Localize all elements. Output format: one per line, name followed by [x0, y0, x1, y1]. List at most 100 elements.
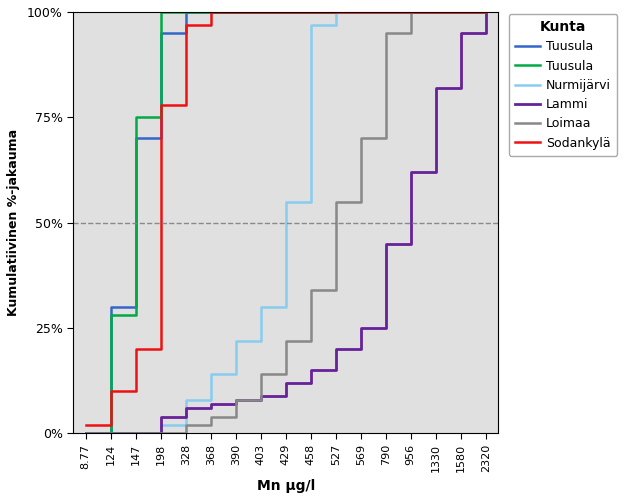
Loimaa: [332, 198, 339, 204]
Tuusula: [432, 9, 439, 15]
Loimaa: [407, 9, 414, 15]
Tuusula: [457, 9, 464, 15]
Sodankylä: [357, 9, 364, 15]
Lammi: [307, 367, 314, 373]
Tuusula: [157, 9, 164, 15]
Tuusula: [132, 114, 139, 120]
Tuusula: [107, 312, 114, 318]
Nurmijärvi: [482, 9, 489, 15]
Lammi: [382, 241, 389, 247]
Lammi: [132, 430, 139, 436]
Nurmijärvi: [432, 9, 439, 15]
Nurmijärvi: [82, 430, 89, 436]
Loimaa: [132, 430, 139, 436]
Line: Tuusula: Tuusula: [86, 12, 486, 434]
Tuusula: [282, 9, 289, 15]
Tuusula: [382, 9, 389, 15]
Lammi: [107, 430, 114, 436]
Tuusula: [207, 9, 214, 15]
Line: Nurmijärvi: Nurmijärvi: [86, 12, 486, 434]
Sodankylä: [232, 9, 239, 15]
Loimaa: [307, 287, 314, 293]
Tuusula: [207, 9, 214, 15]
Nurmijärvi: [407, 9, 414, 15]
Loimaa: [457, 9, 464, 15]
Tuusula: [82, 430, 89, 436]
Loimaa: [382, 30, 389, 36]
Lammi: [182, 405, 189, 411]
Lammi: [432, 85, 439, 91]
Tuusula: [82, 430, 89, 436]
Tuusula: [482, 9, 489, 15]
Nurmijärvi: [257, 304, 264, 310]
Nurmijärvi: [132, 430, 139, 436]
Tuusula: [457, 9, 464, 15]
Tuusula: [257, 9, 264, 15]
Sodankylä: [382, 9, 389, 15]
Tuusula: [357, 9, 364, 15]
Tuusula: [332, 9, 339, 15]
Tuusula: [482, 9, 489, 15]
Sodankylä: [257, 9, 264, 15]
Lammi: [457, 30, 464, 36]
Sodankylä: [407, 9, 414, 15]
Sodankylä: [307, 9, 314, 15]
Tuusula: [157, 30, 164, 36]
Sodankylä: [457, 9, 464, 15]
Line: Loimaa: Loimaa: [86, 12, 486, 434]
Legend: Tuusula, Tuusula, Nurmijärvi, Lammi, Loimaa, Sodankylä: Tuusula, Tuusula, Nurmijärvi, Lammi, Loi…: [509, 14, 618, 156]
Tuusula: [232, 9, 239, 15]
Nurmijärvi: [382, 9, 389, 15]
Loimaa: [157, 430, 164, 436]
Nurmijärvi: [182, 396, 189, 402]
Sodankylä: [482, 9, 489, 15]
Lammi: [82, 430, 89, 436]
Lammi: [332, 346, 339, 352]
Tuusula: [332, 9, 339, 15]
Loimaa: [282, 338, 289, 344]
Line: Tuusula: Tuusula: [86, 12, 486, 434]
Lammi: [407, 169, 414, 175]
Loimaa: [182, 422, 189, 428]
Tuusula: [257, 9, 264, 15]
Tuusula: [407, 9, 414, 15]
X-axis label: Mn µg/l: Mn µg/l: [257, 479, 315, 493]
Tuusula: [182, 9, 189, 15]
Sodankylä: [282, 9, 289, 15]
Tuusula: [132, 136, 139, 141]
Nurmijärvi: [207, 372, 214, 378]
Nurmijärvi: [232, 338, 239, 344]
Line: Lammi: Lammi: [86, 12, 486, 434]
Lammi: [482, 9, 489, 15]
Sodankylä: [107, 388, 114, 394]
Nurmijärvi: [332, 9, 339, 15]
Sodankylä: [332, 9, 339, 15]
Sodankylä: [207, 9, 214, 15]
Nurmijärvi: [107, 430, 114, 436]
Loimaa: [357, 136, 364, 141]
Nurmijärvi: [307, 22, 314, 28]
Sodankylä: [132, 346, 139, 352]
Tuusula: [282, 9, 289, 15]
Lammi: [157, 414, 164, 420]
Loimaa: [257, 372, 264, 378]
Loimaa: [482, 9, 489, 15]
Loimaa: [432, 9, 439, 15]
Lammi: [357, 325, 364, 331]
Loimaa: [232, 396, 239, 402]
Tuusula: [307, 9, 314, 15]
Tuusula: [307, 9, 314, 15]
Nurmijärvi: [457, 9, 464, 15]
Tuusula: [407, 9, 414, 15]
Lammi: [257, 392, 264, 398]
Tuusula: [357, 9, 364, 15]
Nurmijärvi: [282, 198, 289, 204]
Sodankylä: [157, 102, 164, 107]
Tuusula: [182, 9, 189, 15]
Loimaa: [207, 414, 214, 420]
Y-axis label: Kumulatiivinen %-jakauma: Kumulatiivinen %-jakauma: [7, 129, 20, 316]
Tuusula: [107, 304, 114, 310]
Loimaa: [107, 430, 114, 436]
Tuusula: [382, 9, 389, 15]
Nurmijärvi: [157, 422, 164, 428]
